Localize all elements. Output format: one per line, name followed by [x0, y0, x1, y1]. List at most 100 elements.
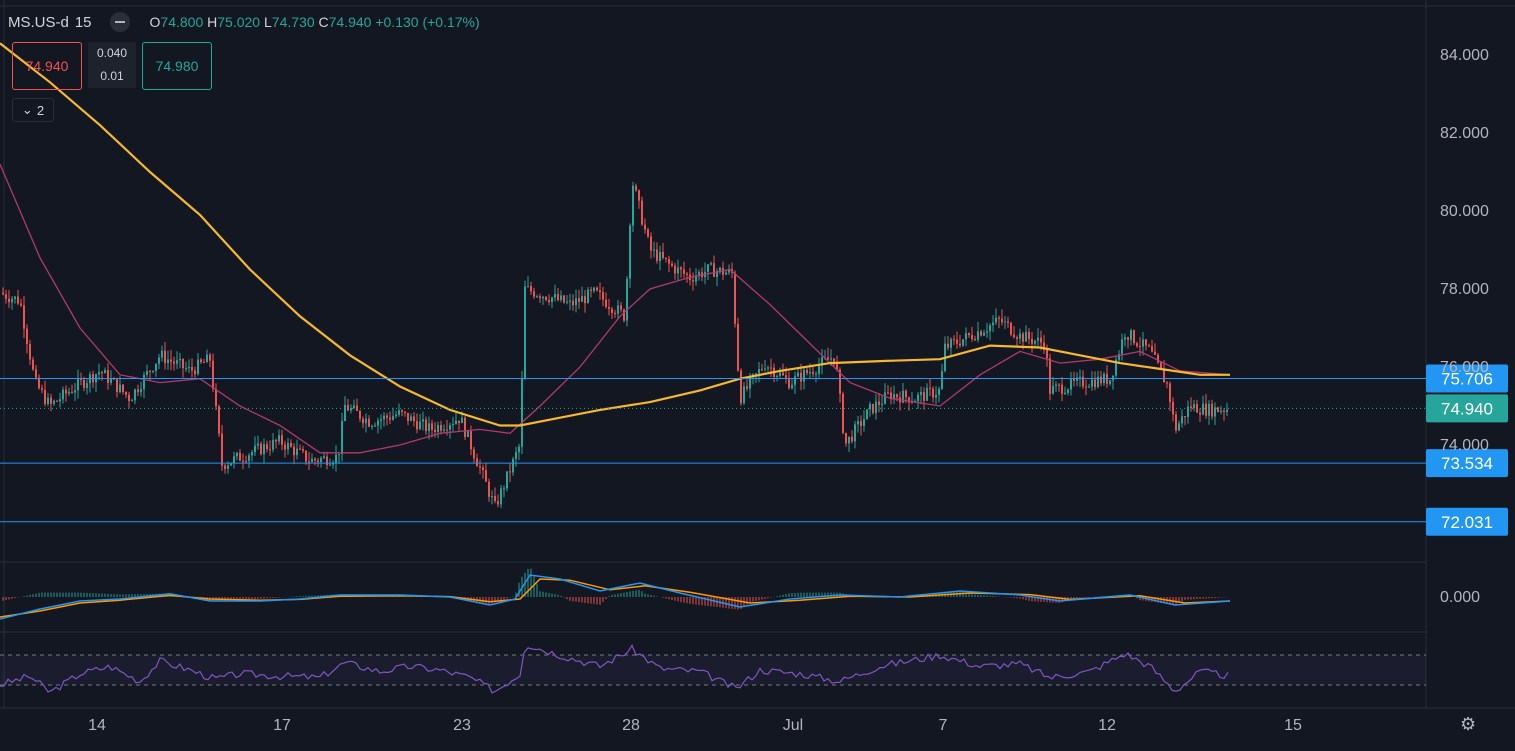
candle-up — [695, 276, 697, 282]
candle-up — [1025, 331, 1027, 342]
candle-up — [374, 425, 376, 427]
candle-up — [155, 363, 157, 372]
candle-up — [167, 359, 169, 364]
candle-up — [1124, 337, 1126, 340]
candle-down — [242, 460, 244, 462]
candle-up — [728, 269, 730, 273]
candle-up — [857, 421, 859, 425]
candle-down — [1085, 386, 1087, 388]
candle-up — [449, 425, 451, 430]
candle-up — [1142, 339, 1144, 347]
interval-label[interactable]: 15 — [74, 13, 92, 31]
candle-up — [143, 374, 145, 390]
lot-input[interactable]: 0.01 — [100, 69, 124, 83]
candle-down — [122, 384, 124, 392]
candle-up — [659, 251, 661, 261]
candle-down — [83, 379, 85, 388]
candle-down — [548, 299, 550, 303]
price-axis[interactable]: 84.000 82.000 80.000 78.000 76.000 74.000 — [1440, 47, 1489, 454]
time-tick-label: 17 — [273, 717, 291, 734]
candle-up — [506, 471, 508, 489]
price-tick-label: 74.000 — [1440, 437, 1489, 454]
candle-down — [947, 343, 949, 348]
hline-price-tag — [1426, 364, 1508, 393]
candle-up — [1067, 389, 1069, 393]
candle-up — [749, 377, 751, 389]
candle-down — [533, 291, 535, 297]
candle-up — [59, 399, 61, 402]
candle-down — [1022, 333, 1024, 342]
candle-up — [383, 415, 385, 420]
time-tick-label: 28 — [622, 717, 640, 734]
candle-down — [275, 439, 277, 442]
candle-down — [209, 354, 211, 361]
candle-up — [698, 272, 700, 277]
candle-up — [491, 496, 493, 498]
candle-up — [866, 409, 868, 420]
indicators-toggle-button[interactable]: ⌄ 2 — [12, 98, 54, 122]
candle-up — [68, 391, 70, 394]
candle-down — [293, 446, 295, 456]
candle-up — [263, 444, 265, 455]
candle-down — [1013, 334, 1015, 338]
sell-button[interactable]: 74.940 — [12, 42, 82, 90]
candle-up — [758, 369, 760, 374]
hline-price-tag — [1426, 449, 1508, 478]
candle-up — [1004, 321, 1006, 323]
macd-line — [0, 574, 1231, 620]
candle-up — [146, 370, 148, 375]
low-value: 74.730 — [271, 14, 315, 30]
candle-down — [611, 308, 613, 313]
candle-up — [632, 185, 634, 226]
candle-up — [62, 389, 64, 400]
candle-down — [149, 370, 151, 372]
candle-down — [401, 410, 403, 412]
candle-down — [245, 460, 247, 462]
candle-up — [710, 263, 712, 265]
candle-down — [845, 432, 847, 444]
candle-down — [923, 392, 925, 401]
candle-down — [260, 443, 262, 455]
candle-down — [440, 425, 442, 431]
candle-down — [740, 370, 742, 404]
candle-down — [71, 391, 73, 393]
candle-down — [479, 466, 481, 468]
candle-down — [572, 300, 574, 306]
candle-up — [830, 358, 832, 360]
buy-button[interactable]: 74.980 — [142, 42, 212, 90]
spread-lot-box[interactable]: 0.040 0.01 — [88, 42, 136, 88]
candle-up — [104, 370, 106, 374]
candle-down — [800, 372, 802, 382]
candle-up — [815, 373, 817, 375]
gear-icon[interactable]: ⚙ — [1460, 714, 1477, 734]
candle-down — [473, 449, 475, 459]
collapse-icon[interactable] — [109, 12, 130, 32]
candle-up — [110, 378, 112, 383]
candle-up — [809, 371, 811, 374]
candle-down — [1175, 414, 1177, 431]
ma-slow-line — [0, 42, 1230, 427]
candle-down — [17, 296, 19, 304]
candle-down — [125, 391, 127, 395]
candle-down — [308, 461, 310, 463]
candle-down — [1160, 362, 1162, 370]
candle-down — [608, 307, 610, 309]
candle-down — [326, 456, 328, 466]
legend-header: MS.US-d 15 O74.800 H75.020 L74.730 C74.9… — [8, 12, 480, 32]
candle-up — [500, 488, 502, 505]
candle-up — [581, 296, 583, 302]
candle-up — [236, 452, 238, 457]
candle-down — [1169, 383, 1171, 402]
symbol-label[interactable]: MS.US-d — [8, 13, 69, 31]
candle-down — [1016, 337, 1018, 339]
time-axis[interactable]: 14 17 23 28 Jul 7 12 15 — [88, 717, 1302, 734]
chevron-down-icon: ⌄ — [21, 102, 33, 117]
candle-down — [1043, 342, 1045, 350]
candle-down — [23, 305, 25, 329]
last-price-label: 74.940 — [1441, 399, 1493, 418]
candle-down — [878, 401, 880, 405]
candle-down — [650, 236, 652, 251]
candle-up — [1091, 379, 1093, 387]
candle-down — [1010, 322, 1012, 335]
